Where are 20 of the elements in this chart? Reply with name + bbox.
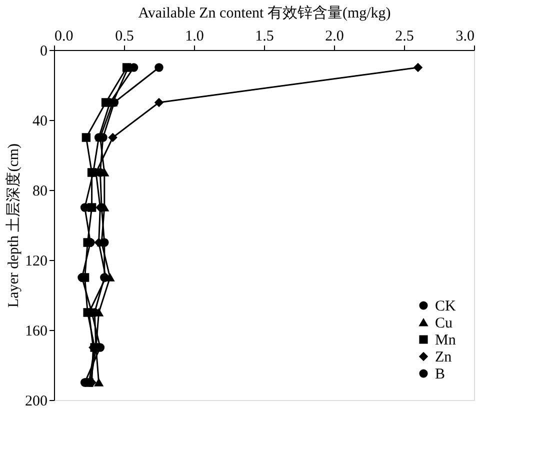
legend-label: Zn (435, 350, 452, 366)
legend-label: Cu (435, 316, 454, 332)
x-tick-label: 1.0 (185, 28, 204, 44)
x-tick-label: 2.5 (395, 28, 414, 44)
x-tick-label: 2.0 (325, 28, 344, 44)
legend-label: B (435, 366, 446, 382)
y-tick-label: 80 (32, 184, 48, 200)
y-tick-label: 200 (25, 394, 48, 410)
x-axis-title: Available Zn content 有效锌含量(mg/kg) (138, 4, 391, 22)
x-tick-label: 0.5 (115, 28, 134, 44)
y-axis-title: Layer depth 土层深度(cm) (5, 143, 22, 308)
x-tick-label: 1.5 (255, 28, 274, 44)
y-tick-label: 0 (40, 44, 48, 60)
y-tick-label: 120 (25, 254, 48, 270)
legend-label: CK (435, 298, 456, 314)
x-tick-label: 3.0 (456, 28, 474, 44)
y-tick-label: 160 (25, 324, 48, 340)
x-tick-label: 0.0 (54, 28, 74, 44)
y-tick-label: 40 (32, 114, 48, 130)
legend-label: Mn (435, 332, 456, 348)
